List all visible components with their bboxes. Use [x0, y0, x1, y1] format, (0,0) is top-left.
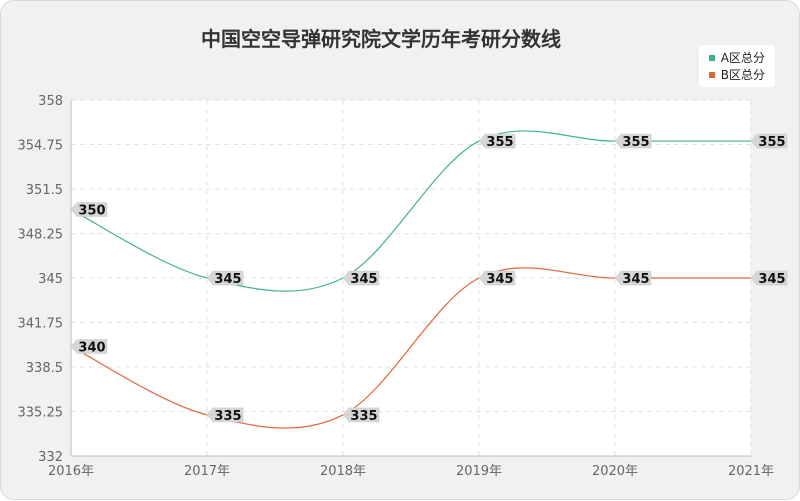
data-label-bg — [206, 270, 244, 286]
legend-item-a[interactable]: A区总分 — [708, 49, 765, 66]
x-tick-label: 2018年 — [320, 464, 366, 479]
data-label: 335 — [350, 409, 377, 424]
data-label-bg — [614, 133, 652, 149]
data-label: 345 — [214, 272, 241, 287]
y-tick-label: 335.25 — [18, 406, 64, 421]
data-label: 355 — [622, 135, 649, 150]
data-label: 355 — [486, 135, 513, 150]
data-label-bg — [614, 270, 652, 286]
data-label: 335 — [214, 409, 241, 424]
data-label-bg — [478, 270, 516, 286]
data-label: 350 — [78, 204, 105, 219]
data-label-bg — [750, 270, 788, 286]
data-label-bg — [206, 407, 244, 423]
legend-swatch-b — [708, 71, 715, 78]
y-tick-label: 338.5 — [26, 361, 63, 376]
legend-label-a: A区总分 — [720, 51, 765, 65]
x-tick-label: 2016年 — [48, 464, 94, 479]
data-label-bg — [342, 407, 380, 423]
y-tick-label: 348.25 — [18, 228, 64, 243]
y-tick-label: 354.75 — [18, 139, 64, 154]
data-label-bg — [342, 270, 380, 286]
y-tick-label: 358 — [38, 94, 63, 109]
x-tick-label: 2017年 — [184, 464, 230, 479]
x-tick-label: 2020年 — [592, 464, 638, 479]
data-label: 355 — [758, 135, 785, 150]
data-label: 345 — [486, 272, 513, 287]
data-label: 340 — [78, 340, 105, 355]
legend-item-b[interactable]: B区总分 — [708, 66, 765, 83]
data-label-bg — [70, 339, 108, 354]
legend-swatch-a — [708, 54, 715, 61]
data-label-bg — [70, 202, 108, 217]
x-tick-label: 2019年 — [456, 464, 502, 479]
data-label-bg — [478, 133, 516, 149]
y-tick-label: 345 — [38, 272, 63, 287]
chart-legend: A区总分 B区总分 — [698, 45, 775, 87]
x-tick-label: 2021年 — [728, 464, 774, 479]
chart-title: 中国空空导弹研究院文学历年考研分数线 — [201, 27, 561, 51]
data-label: 345 — [758, 272, 785, 287]
y-tick-label: 351.5 — [26, 183, 63, 198]
y-tick-label: 341.75 — [18, 317, 64, 332]
data-label-bg — [750, 133, 788, 149]
data-label: 345 — [622, 272, 649, 287]
legend-label-b: B区总分 — [720, 68, 765, 82]
y-tick-label: 332 — [38, 450, 63, 465]
data-label: 345 — [350, 272, 377, 287]
